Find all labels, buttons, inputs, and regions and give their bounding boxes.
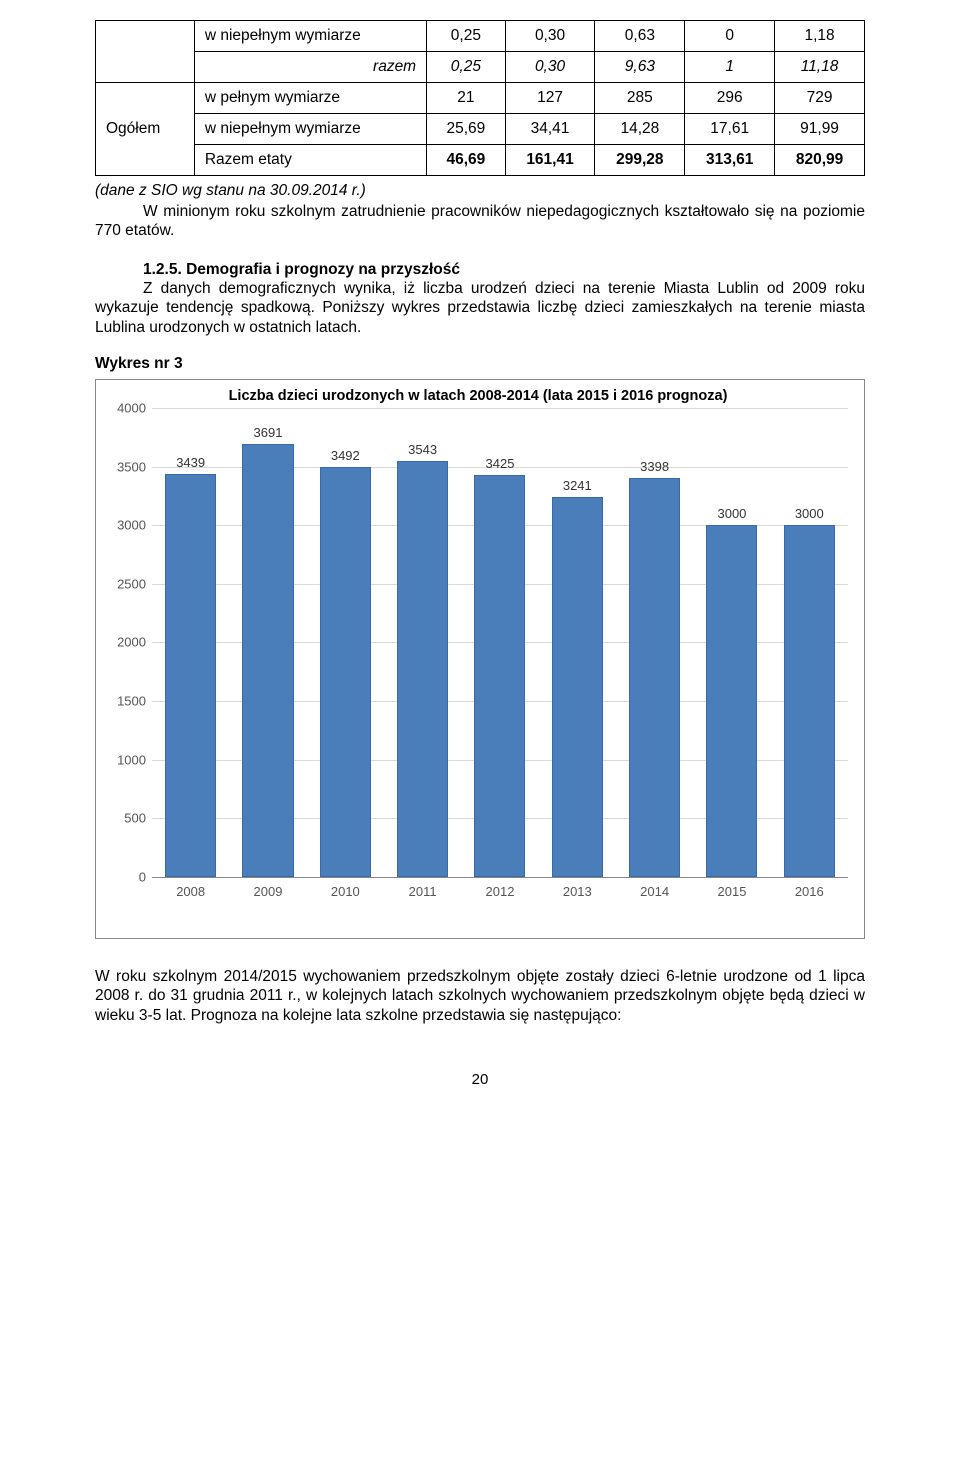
table-cell: 0,30 bbox=[505, 21, 595, 52]
bar-wrap: 3000 bbox=[693, 408, 770, 877]
table-cell bbox=[96, 21, 195, 83]
table-cell: 91,99 bbox=[775, 114, 865, 145]
bar-wrap: 3000 bbox=[771, 408, 848, 877]
table-row: Razem etaty46,69161,41299,28313,61820,99 bbox=[96, 145, 865, 176]
bar-chart: Liczba dzieci urodzonych w latach 2008-2… bbox=[95, 379, 865, 939]
table-group-label: Ogółem bbox=[96, 83, 195, 176]
bar: 3492 bbox=[320, 467, 371, 876]
bar: 3425 bbox=[474, 475, 525, 877]
y-tick-label: 3000 bbox=[104, 518, 146, 533]
data-table: w niepełnym wymiarze0,250,300,6301,18raz… bbox=[95, 20, 865, 176]
table-row: w niepełnym wymiarze25,6934,4114,2817,61… bbox=[96, 114, 865, 145]
table-cell: 14,28 bbox=[595, 114, 685, 145]
table-cell: 299,28 bbox=[595, 145, 685, 176]
y-tick-label: 1000 bbox=[104, 752, 146, 767]
y-tick-label: 500 bbox=[104, 811, 146, 826]
x-tick-label: 2015 bbox=[693, 884, 770, 899]
bar-value-label: 3492 bbox=[331, 448, 360, 463]
bar-wrap: 3492 bbox=[307, 408, 384, 877]
y-tick-label: 4000 bbox=[104, 400, 146, 415]
x-tick-label: 2016 bbox=[771, 884, 848, 899]
bar-value-label: 3398 bbox=[640, 459, 669, 474]
table-cell: 0 bbox=[685, 21, 775, 52]
y-tick-label: 2000 bbox=[104, 635, 146, 650]
bar-value-label: 3543 bbox=[408, 442, 437, 457]
bar-wrap: 3543 bbox=[384, 408, 461, 877]
x-tick-label: 2008 bbox=[152, 884, 229, 899]
table-row-label: w niepełnym wymiarze bbox=[194, 21, 426, 52]
table-cell: 0,63 bbox=[595, 21, 685, 52]
table-cell: 11,18 bbox=[775, 52, 865, 83]
bar: 3000 bbox=[784, 525, 835, 877]
table-row-label: w pełnym wymiarze bbox=[194, 83, 426, 114]
bar: 3398 bbox=[629, 478, 680, 876]
x-axis-labels: 200820092010201120122013201420152016 bbox=[152, 884, 848, 899]
x-tick-label: 2011 bbox=[384, 884, 461, 899]
table-cell: 1,18 bbox=[775, 21, 865, 52]
table-cell: 25,69 bbox=[427, 114, 506, 145]
table-cell: 127 bbox=[505, 83, 595, 114]
table-cell: 0,30 bbox=[505, 52, 595, 83]
table-cell: 34,41 bbox=[505, 114, 595, 145]
bar-wrap: 3425 bbox=[461, 408, 538, 877]
bar-value-label: 3000 bbox=[795, 506, 824, 521]
x-tick-label: 2013 bbox=[539, 884, 616, 899]
x-tick-label: 2010 bbox=[307, 884, 384, 899]
table-cell: 285 bbox=[595, 83, 685, 114]
para-1: W minionym roku szkolnym zatrudnienie pr… bbox=[95, 202, 865, 241]
y-tick-label: 1500 bbox=[104, 694, 146, 709]
bar-value-label: 3425 bbox=[486, 456, 515, 471]
table-row-label: Razem etaty bbox=[194, 145, 426, 176]
table-cell: 313,61 bbox=[685, 145, 775, 176]
chart-label: Wykres nr 3 bbox=[95, 355, 865, 373]
table-row: razem0,250,309,63111,18 bbox=[96, 52, 865, 83]
bar-wrap: 3398 bbox=[616, 408, 693, 877]
bar-value-label: 3000 bbox=[717, 506, 746, 521]
bar: 3691 bbox=[242, 444, 293, 877]
source-note: (dane z SIO wg stanu na 30.09.2014 r.) bbox=[95, 182, 865, 200]
chart-title: Liczba dzieci urodzonych w latach 2008-2… bbox=[104, 388, 852, 404]
bar: 3000 bbox=[706, 525, 757, 877]
table-row: Ogółemw pełnym wymiarze21127285296729 bbox=[96, 83, 865, 114]
table-cell: 0,25 bbox=[427, 52, 506, 83]
footer-paragraph: W roku szkolnym 2014/2015 wychowaniem pr… bbox=[95, 967, 865, 1025]
table-cell: 161,41 bbox=[505, 145, 595, 176]
table-cell: 9,63 bbox=[595, 52, 685, 83]
bar: 3241 bbox=[552, 497, 603, 877]
y-tick-label: 3500 bbox=[104, 459, 146, 474]
table-cell: 17,61 bbox=[685, 114, 775, 145]
section-body: Z danych demograficznych wynika, iż licz… bbox=[95, 279, 865, 337]
bar-value-label: 3241 bbox=[563, 478, 592, 493]
bar-value-label: 3691 bbox=[254, 425, 283, 440]
table-cell: 729 bbox=[775, 83, 865, 114]
y-tick-label: 0 bbox=[104, 869, 146, 884]
x-tick-label: 2009 bbox=[229, 884, 306, 899]
x-tick-label: 2012 bbox=[461, 884, 538, 899]
table-cell: 296 bbox=[685, 83, 775, 114]
page-number: 20 bbox=[95, 1071, 865, 1088]
bar-wrap: 3439 bbox=[152, 408, 229, 877]
plot-area: 0500100015002000250030003500400034393691… bbox=[152, 408, 848, 878]
table-cell: 820,99 bbox=[775, 145, 865, 176]
table-cell: 0,25 bbox=[427, 21, 506, 52]
table-cell: 21 bbox=[427, 83, 506, 114]
table-row: w niepełnym wymiarze0,250,300,6301,18 bbox=[96, 21, 865, 52]
bar-wrap: 3241 bbox=[539, 408, 616, 877]
y-tick-label: 2500 bbox=[104, 576, 146, 591]
bars-container: 3439 3691 3492 3543 3425 3241 3398 3000 3000 bbox=[152, 408, 848, 877]
table-cell: 46,69 bbox=[427, 145, 506, 176]
bar: 3439 bbox=[165, 474, 216, 877]
bar-value-label: 3439 bbox=[176, 455, 205, 470]
bar-wrap: 3691 bbox=[229, 408, 306, 877]
table-row-label: w niepełnym wymiarze bbox=[194, 114, 426, 145]
table-row-label: razem bbox=[194, 52, 426, 83]
bar: 3543 bbox=[397, 461, 448, 876]
table-cell: 1 bbox=[685, 52, 775, 83]
section-title: 1.2.5. Demografia i prognozy na przyszło… bbox=[95, 261, 865, 279]
x-tick-label: 2014 bbox=[616, 884, 693, 899]
